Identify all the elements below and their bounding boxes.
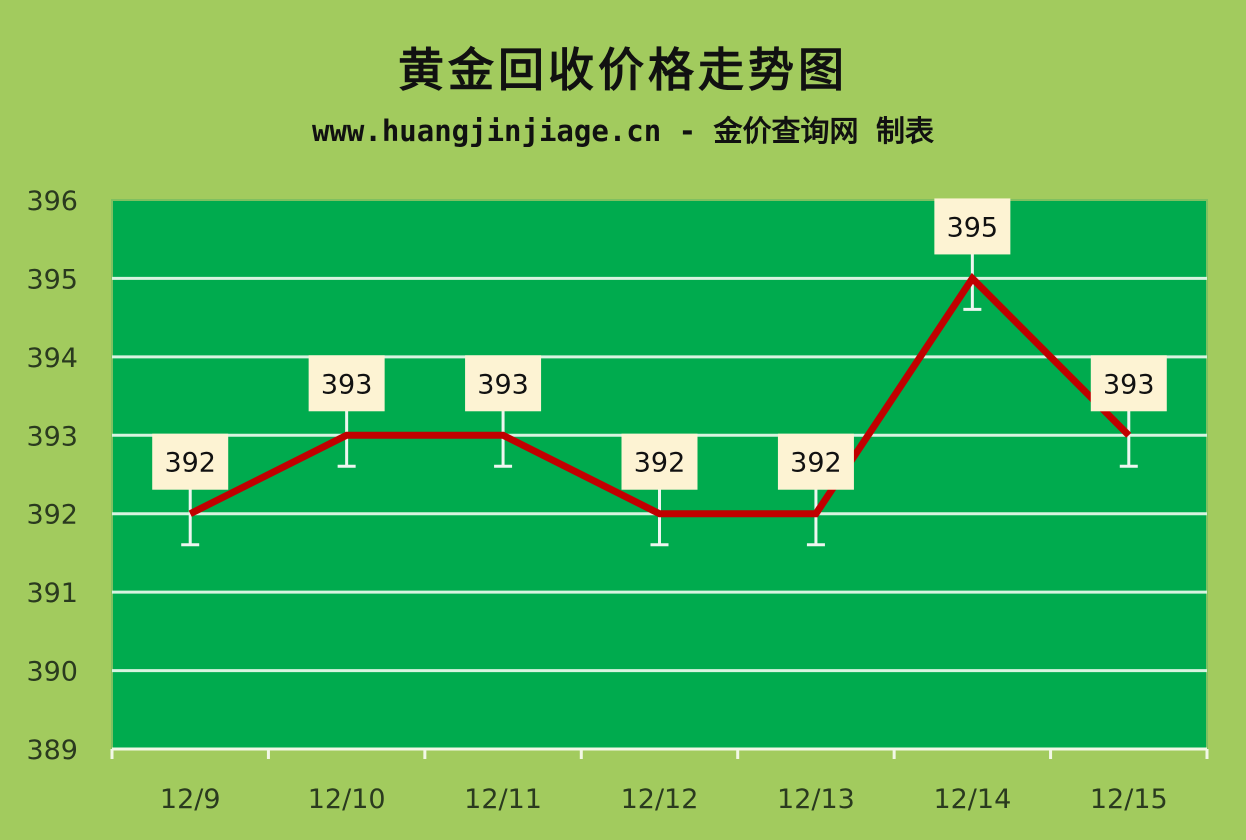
x-tick-label: 12/13 (777, 784, 855, 815)
x-tick-label: 12/10 (308, 784, 386, 815)
x-tick-label: 12/14 (933, 784, 1011, 815)
data-label-box (777, 433, 854, 490)
x-tick-label: 12/15 (1090, 784, 1168, 815)
data-label-box (621, 433, 698, 490)
series-line (188, 272, 1132, 518)
data-label: 392 (164, 448, 216, 479)
x-tick-label: 12/12 (621, 784, 699, 815)
data-label: 393 (477, 369, 529, 400)
y-tick-label: 395 (26, 264, 78, 295)
x-tick-label: 12/9 (160, 784, 221, 815)
data-label-box (308, 355, 385, 412)
y-tick-label: 389 (26, 735, 78, 766)
y-tick-label: 396 (26, 186, 78, 217)
data-label: 395 (947, 212, 999, 243)
x-tick-label: 12/11 (464, 784, 542, 815)
data-label-box (152, 433, 229, 490)
chart-subtitle: www.huangjinjiage.cn - 金价查询网 制表 (311, 114, 935, 148)
chart-title: 黄金回收价格走势图 (398, 43, 848, 97)
y-tick-label: 393 (26, 421, 78, 452)
data-label: 392 (790, 448, 842, 479)
data-label-box (1090, 355, 1167, 412)
data-label: 393 (1103, 369, 1155, 400)
y-tick-label: 391 (26, 578, 78, 609)
y-tick-label: 392 (26, 500, 78, 531)
data-label: 392 (634, 448, 686, 479)
data-label-box (465, 355, 542, 412)
data-label-box (934, 198, 1011, 255)
y-tick-label: 394 (26, 343, 78, 374)
y-tick-label: 390 (26, 657, 78, 688)
data-label: 393 (321, 369, 373, 400)
